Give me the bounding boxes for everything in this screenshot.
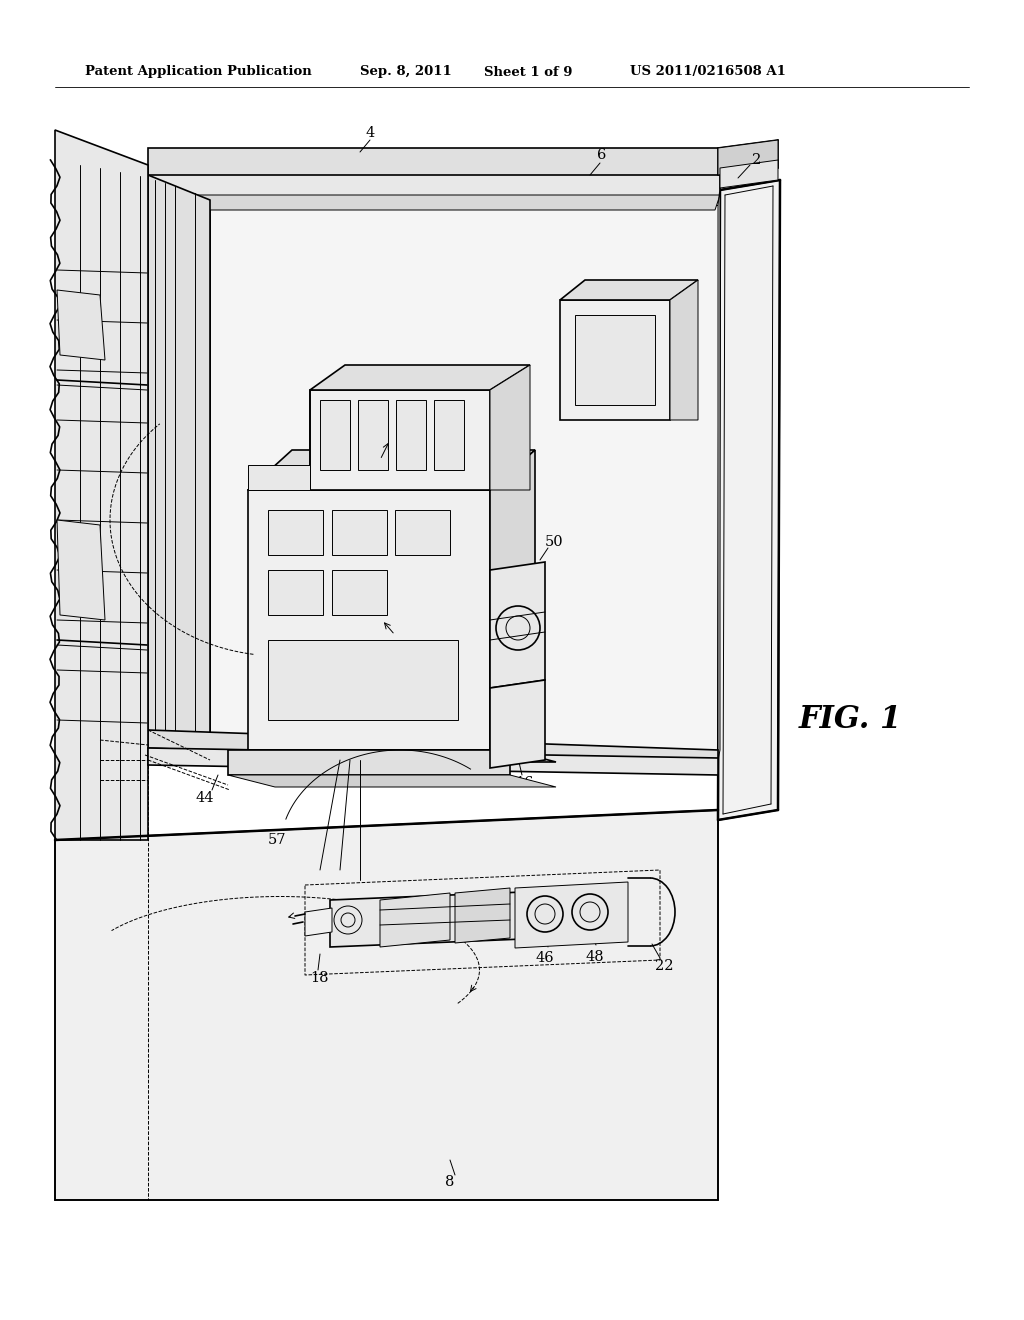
Polygon shape bbox=[248, 490, 490, 750]
Bar bbox=[434, 400, 464, 470]
Text: 14: 14 bbox=[362, 461, 381, 475]
Polygon shape bbox=[380, 894, 450, 946]
Polygon shape bbox=[455, 888, 510, 942]
Bar bbox=[268, 510, 323, 554]
Polygon shape bbox=[718, 180, 780, 820]
Polygon shape bbox=[248, 750, 535, 760]
Bar bbox=[268, 640, 458, 719]
Polygon shape bbox=[148, 170, 720, 201]
Bar bbox=[268, 570, 323, 615]
Text: 8: 8 bbox=[445, 1175, 455, 1189]
Polygon shape bbox=[490, 450, 535, 750]
Polygon shape bbox=[310, 366, 530, 389]
Text: 6: 6 bbox=[597, 148, 606, 162]
Text: 8: 8 bbox=[283, 546, 293, 560]
Bar bbox=[358, 400, 388, 470]
Text: Sheet 1 of 9: Sheet 1 of 9 bbox=[484, 66, 572, 78]
Text: 4: 4 bbox=[365, 125, 374, 140]
Text: 16: 16 bbox=[515, 776, 534, 789]
Polygon shape bbox=[148, 148, 718, 176]
Polygon shape bbox=[515, 882, 628, 948]
Text: Sep. 8, 2011: Sep. 8, 2011 bbox=[360, 66, 452, 78]
Polygon shape bbox=[490, 562, 545, 688]
Bar bbox=[395, 510, 450, 554]
Text: 2: 2 bbox=[752, 153, 761, 168]
Text: 44: 44 bbox=[195, 791, 213, 805]
Text: 22: 22 bbox=[655, 960, 674, 973]
Polygon shape bbox=[670, 280, 698, 420]
Text: 48: 48 bbox=[585, 950, 603, 964]
Polygon shape bbox=[330, 888, 620, 946]
Polygon shape bbox=[305, 908, 332, 936]
Polygon shape bbox=[718, 140, 778, 176]
Polygon shape bbox=[310, 389, 490, 490]
Polygon shape bbox=[248, 465, 310, 490]
Polygon shape bbox=[55, 129, 148, 840]
Text: Patent Application Publication: Patent Application Publication bbox=[85, 66, 311, 78]
Polygon shape bbox=[718, 187, 720, 760]
Bar bbox=[575, 315, 655, 405]
Text: 10: 10 bbox=[358, 638, 377, 652]
Bar bbox=[396, 400, 426, 470]
Polygon shape bbox=[228, 775, 556, 787]
Text: 46: 46 bbox=[535, 950, 554, 965]
Polygon shape bbox=[248, 450, 535, 490]
Polygon shape bbox=[228, 750, 510, 775]
Polygon shape bbox=[560, 280, 698, 300]
Bar bbox=[332, 570, 387, 615]
Polygon shape bbox=[55, 810, 718, 1200]
Text: 57: 57 bbox=[268, 833, 287, 847]
Text: US 2011/0216508 A1: US 2011/0216508 A1 bbox=[630, 66, 785, 78]
Text: FIG. 1: FIG. 1 bbox=[799, 704, 901, 735]
Polygon shape bbox=[148, 195, 720, 210]
Polygon shape bbox=[560, 300, 670, 420]
Polygon shape bbox=[490, 366, 530, 490]
Polygon shape bbox=[148, 748, 718, 775]
Polygon shape bbox=[57, 290, 105, 360]
Text: 18: 18 bbox=[310, 972, 329, 985]
Polygon shape bbox=[228, 750, 556, 762]
Bar bbox=[332, 510, 387, 554]
Polygon shape bbox=[148, 176, 210, 760]
Text: 50: 50 bbox=[545, 535, 563, 549]
Polygon shape bbox=[720, 160, 778, 187]
Polygon shape bbox=[57, 520, 105, 620]
Bar bbox=[319, 400, 350, 470]
Polygon shape bbox=[210, 205, 718, 750]
Polygon shape bbox=[148, 730, 718, 770]
Polygon shape bbox=[490, 680, 545, 768]
